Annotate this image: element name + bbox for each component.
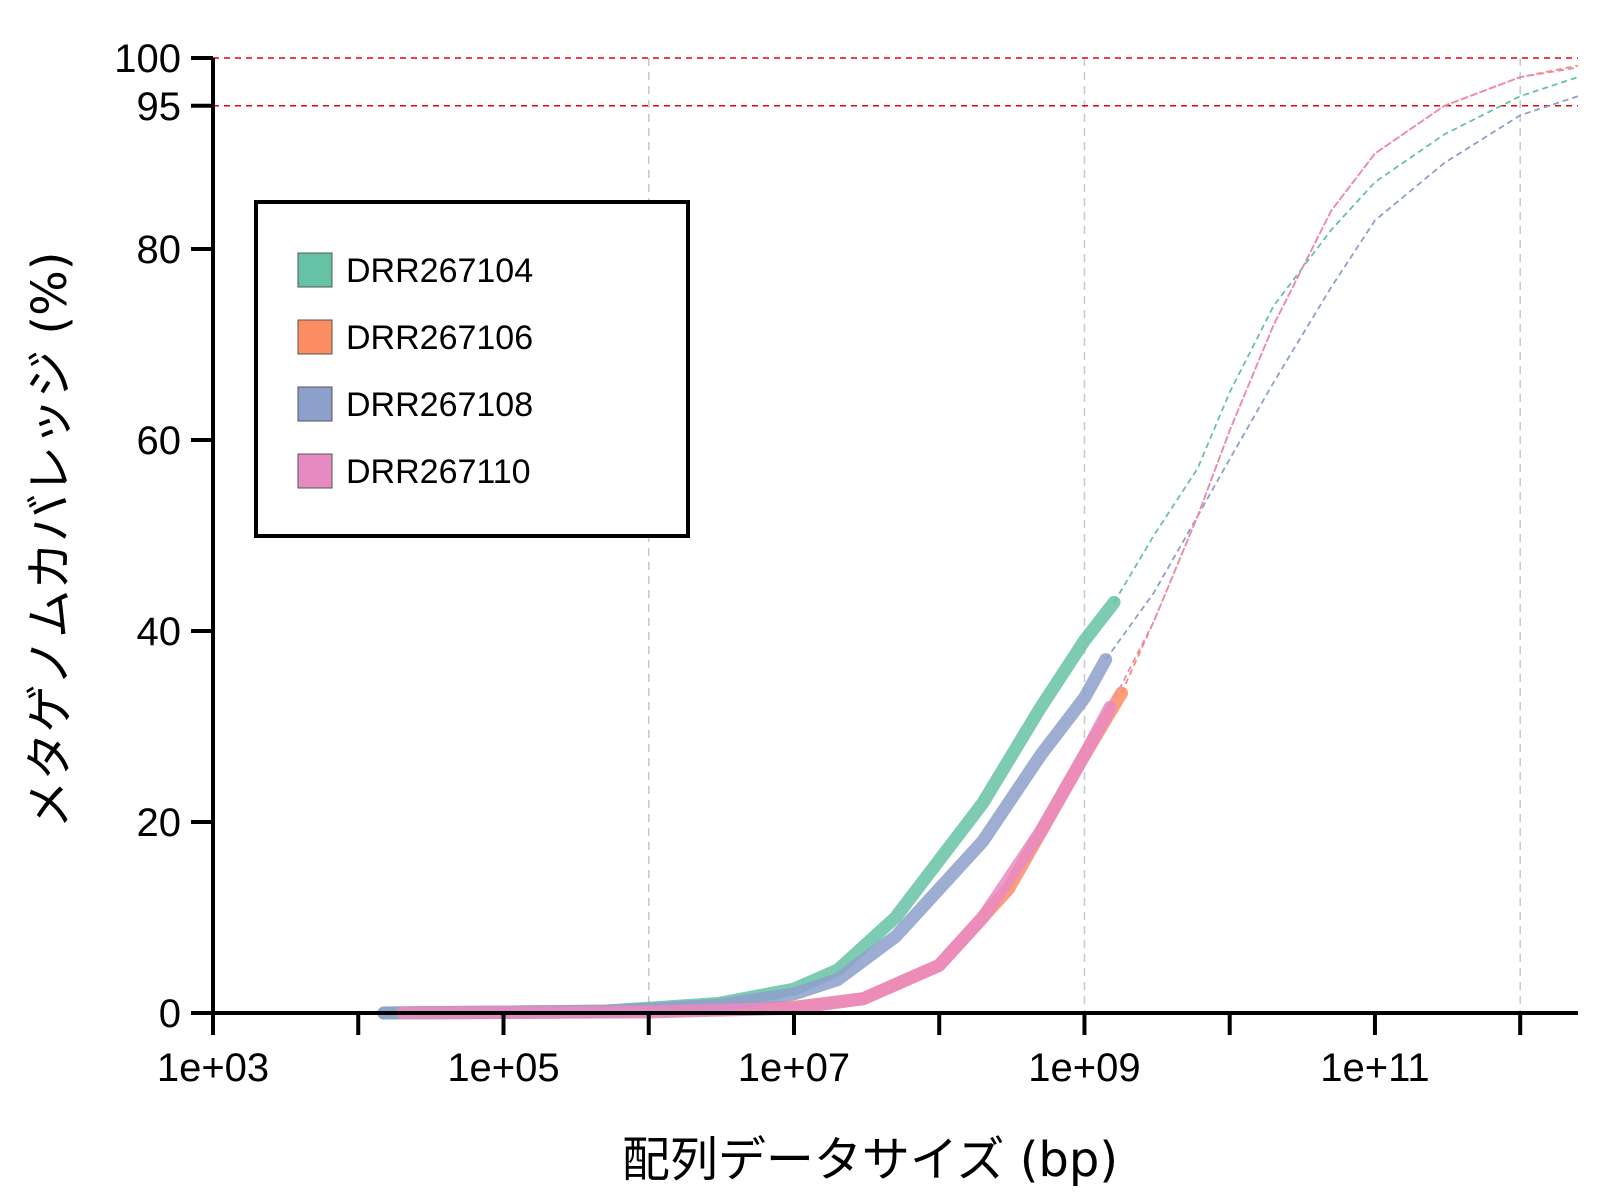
legend-swatch <box>297 453 333 489</box>
series-projected-drr267104 <box>1113 76 1579 603</box>
legend-swatch <box>297 386 333 422</box>
legend-swatch <box>297 319 333 355</box>
x-tick-label: 1e+03 <box>157 1046 269 1090</box>
series-projected-drr267108 <box>1104 95 1579 661</box>
x-axis-title: 配列データサイズ (bp) <box>622 1132 1118 1188</box>
grid-layer <box>647 58 1521 1013</box>
y-tick-label: 0 <box>159 992 181 1036</box>
legend-label: DRR267108 <box>346 386 533 424</box>
x-tick-label: 1e+07 <box>738 1046 850 1090</box>
reference-lines <box>213 57 1578 107</box>
x-tick-label: 1e+05 <box>447 1046 559 1090</box>
y-tick-label: 100 <box>114 37 181 81</box>
legend-label: DRR267106 <box>346 319 533 357</box>
series-projected-drr267106 <box>1120 64 1579 694</box>
y-tick-label: 40 <box>137 610 182 654</box>
y-tick-label: 20 <box>137 801 182 845</box>
legend: DRR267104 DRR267106 DRR267108 DRR267110 <box>254 200 690 538</box>
y-axis-title: メタゲノムカバレッジ (%) <box>22 252 78 829</box>
legend-label: DRR267110 <box>346 453 531 491</box>
series-observed-drr267108 <box>377 653 1113 1020</box>
y-tick-label: 95 <box>137 85 182 129</box>
legend-label: DRR267104 <box>346 252 533 290</box>
series-projected-drr267110 <box>1109 66 1579 708</box>
x-tick-label: 1e+11 <box>1320 1046 1429 1090</box>
y-tick-label: 60 <box>137 419 182 463</box>
series-observed-drr267110 <box>395 700 1117 1020</box>
y-tick-label: 80 <box>137 228 182 272</box>
legend-swatch <box>297 252 333 288</box>
x-tick-label: 1e+09 <box>1028 1046 1140 1090</box>
